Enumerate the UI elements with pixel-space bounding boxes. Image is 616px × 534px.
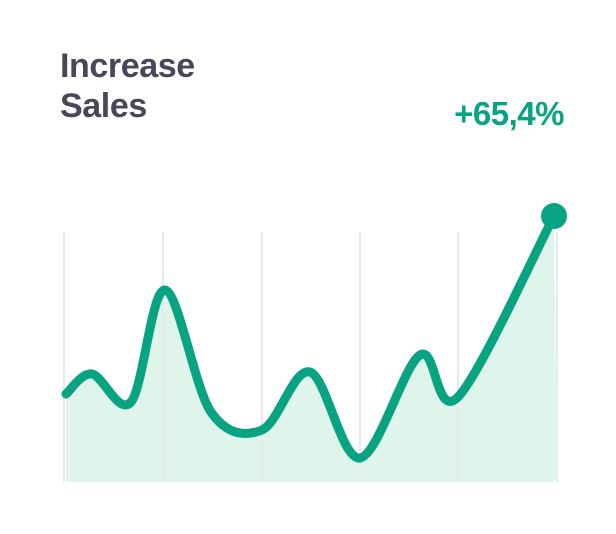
page-title: Increase Sales bbox=[60, 47, 195, 125]
card-header: Increase Sales +65,4% bbox=[60, 46, 564, 152]
chart-end-point-marker bbox=[541, 203, 567, 229]
chart-gridlines bbox=[63, 232, 558, 482]
status-badge: +65,4% bbox=[454, 95, 564, 132]
chart-trend-line bbox=[61, 211, 559, 463]
chart-area-fill bbox=[66, 216, 557, 482]
